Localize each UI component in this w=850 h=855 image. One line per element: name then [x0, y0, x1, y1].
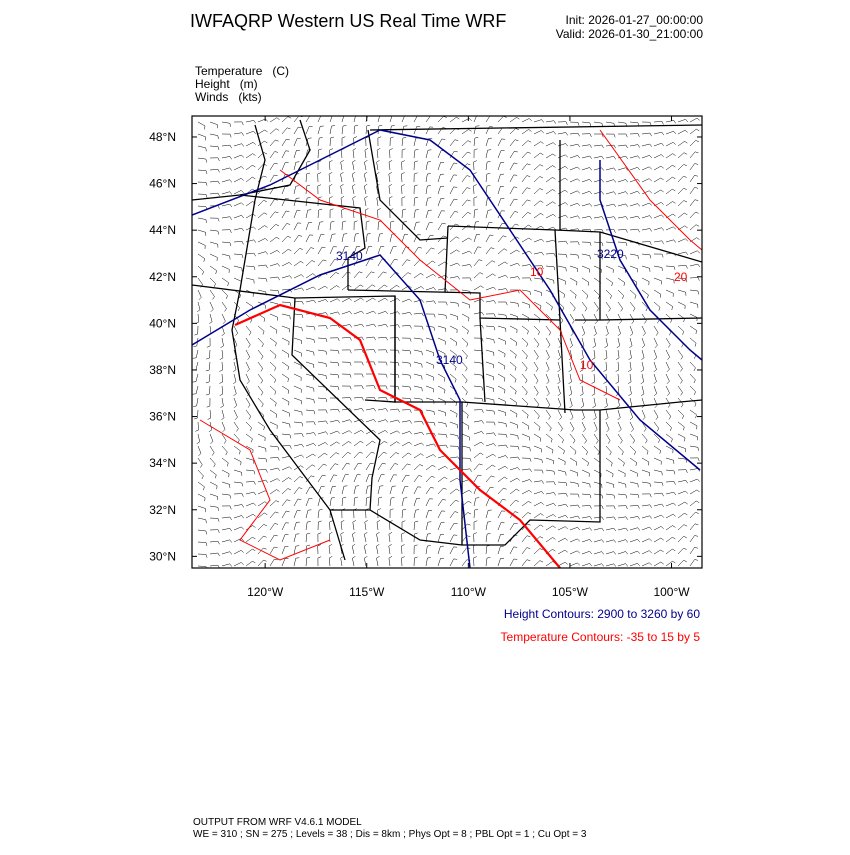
title: IWFAQRP Western US Real Time WRF	[190, 11, 506, 31]
lat-tick-label: 44°N	[149, 223, 176, 237]
contour-label: 10	[530, 265, 544, 279]
barb-field	[192, 116, 701, 568]
wind-barbs	[192, 116, 701, 568]
lat-tick-label: 48°N	[149, 130, 176, 144]
field-label: Temperature (C)	[195, 64, 289, 78]
lat-tick-label: 42°N	[149, 270, 176, 284]
lon-tick-label: 120°W	[247, 585, 284, 599]
axis-ticks: 30°N 32°N 34°N 36°N 38°N 40°N 42°N 44°N 46°N 48°N…	[149, 116, 702, 599]
lat-tick-label: 32°N	[149, 503, 176, 517]
init-time: Init: 2026-01-27_00:00:00	[566, 13, 704, 27]
temperature-contours	[199, 129, 702, 568]
contour-label: 3140	[336, 249, 363, 263]
contour-labels: 3140 3140 3220 10 10 20	[336, 247, 688, 372]
contour-label: 3220	[597, 247, 624, 261]
map-frame	[191, 115, 703, 569]
lon-tick-label: 105°W	[552, 585, 589, 599]
lon-tick-label: 110°W	[451, 585, 487, 599]
valid-time: Valid: 2026-01-30_21:00:00	[556, 27, 704, 41]
field-label: Winds (kts)	[195, 90, 262, 104]
contour-label: 10	[580, 358, 594, 372]
lon-tick-label: 115°W	[349, 585, 385, 599]
lat-tick-label: 34°N	[149, 456, 176, 470]
height-legend: Height Contours: 2900 to 3260 by 60	[504, 607, 700, 621]
contour-label: 3140	[436, 353, 463, 367]
lat-tick-label: 38°N	[149, 363, 176, 377]
lon-tick-label: 100°W	[653, 585, 690, 599]
lat-tick-label: 30°N	[149, 549, 176, 563]
lat-tick-label: 36°N	[149, 410, 176, 424]
field-label: Height (m)	[195, 77, 258, 91]
height-contours	[192, 129, 702, 568]
lat-tick-label: 40°N	[149, 316, 176, 330]
lat-tick-label: 46°N	[149, 177, 176, 191]
temperature-legend: Temperature Contours: -35 to 15 by 5	[501, 630, 701, 644]
borders	[192, 119, 702, 561]
footer-line: OUTPUT FROM WRF V4.6.1 MODEL	[193, 817, 362, 828]
footer-line: WE = 310 ; SN = 275 ; Levels = 38 ; Dis …	[193, 829, 587, 840]
contour-label: 20	[674, 270, 688, 284]
